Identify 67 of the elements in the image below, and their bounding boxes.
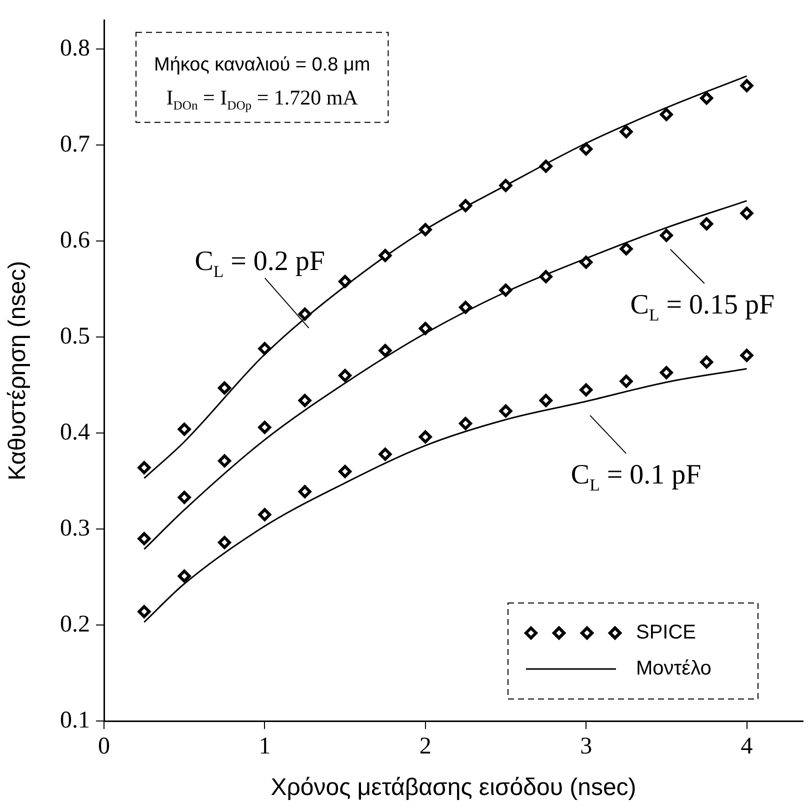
point (740, 348, 754, 362)
point (258, 508, 272, 522)
y-tick-label: 0.3 (60, 515, 90, 542)
x-tick-label: 1 (258, 734, 271, 760)
x-axis-title: Χρόνος μετάβασης εισόδου (nsec) (270, 774, 636, 802)
point (418, 322, 432, 335)
point (178, 422, 191, 436)
point (660, 366, 673, 380)
point (459, 416, 472, 430)
legend-label: SPICE (636, 622, 696, 644)
point (660, 228, 673, 242)
point (539, 270, 552, 284)
point (218, 454, 232, 468)
x-tick-label: 3 (580, 734, 592, 760)
point (378, 344, 392, 358)
point (258, 342, 272, 356)
point (499, 284, 512, 297)
y-tick-label: 0.2 (60, 611, 90, 638)
point (138, 532, 151, 546)
legend-label: Μοντέλο (636, 658, 712, 680)
point (258, 420, 272, 434)
point (700, 92, 714, 105)
point (178, 490, 191, 504)
point (298, 308, 312, 321)
x-tick-label: 0 (98, 734, 110, 760)
point (660, 108, 673, 121)
y-tick-label: 0.4 (60, 419, 90, 446)
point (138, 461, 151, 474)
point (580, 383, 593, 396)
point (700, 217, 714, 230)
point (338, 369, 352, 382)
point (740, 206, 754, 220)
point (338, 464, 352, 478)
y-axis-title: Καθυστέρηση (nsec) (4, 260, 32, 480)
point (580, 142, 593, 156)
point (298, 394, 312, 407)
point (700, 356, 714, 369)
point (298, 485, 312, 498)
y-tick-label: 0.8 (60, 35, 90, 62)
line-series (143, 368, 748, 623)
x-tick-label: 4 (740, 734, 753, 760)
point (499, 178, 512, 192)
point (418, 223, 432, 236)
y-tick-label: 0.7 (60, 131, 90, 158)
point (620, 374, 633, 388)
annotation: Μήκος καναλιού = 0.8 μm (154, 54, 370, 76)
point (218, 536, 232, 549)
point (378, 249, 392, 262)
point (418, 430, 432, 444)
point (620, 242, 633, 256)
point (459, 199, 472, 212)
y-tick-label: 0.5 (60, 323, 90, 350)
point (138, 605, 151, 618)
point (580, 256, 593, 269)
point (378, 448, 392, 461)
y-tick-label: 0.1 (60, 707, 90, 734)
x-tick-label: 2 (419, 734, 432, 760)
point (459, 300, 472, 314)
point (740, 79, 754, 92)
point (539, 160, 552, 173)
point (178, 570, 191, 583)
y-tick-label: 0.6 (60, 227, 90, 254)
point (218, 381, 232, 394)
point (539, 394, 552, 407)
point (499, 404, 512, 418)
point (620, 125, 633, 138)
point (338, 274, 352, 288)
